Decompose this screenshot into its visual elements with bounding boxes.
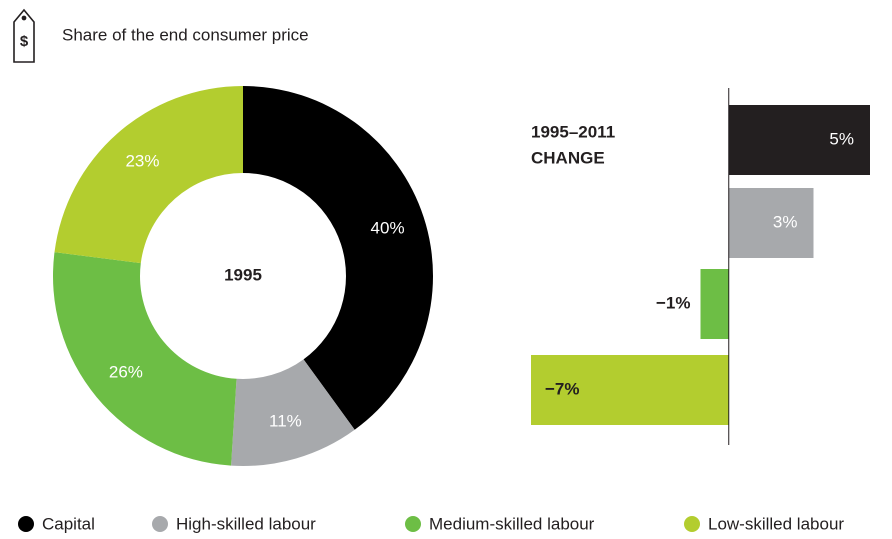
legend-swatch (684, 516, 700, 532)
legend-swatch (405, 516, 421, 532)
legend-label: High-skilled labour (176, 514, 316, 533)
slice-label: 26% (109, 362, 143, 381)
legend-swatch (152, 516, 168, 532)
slice-label: 11% (269, 411, 302, 430)
slice-label: 23% (125, 151, 159, 170)
bar-label: 3% (773, 212, 798, 231)
bar-chart-title: CHANGE (531, 148, 605, 167)
bar (728, 105, 870, 175)
bar-label: 5% (829, 129, 854, 148)
legend-label: Capital (42, 514, 95, 533)
donut-slice (54, 86, 244, 264)
slice-label: 40% (371, 219, 405, 238)
price-tag-icon (13, 8, 35, 63)
legend-label: Medium-skilled labour (429, 514, 595, 533)
donut-slice (231, 359, 355, 466)
donut-slice (243, 86, 433, 430)
dollar-sign: $ (20, 33, 29, 50)
legend-label: Low-skilled labour (708, 514, 844, 533)
bar-chart-title: 1995–2011 (531, 122, 615, 141)
bar (531, 355, 729, 425)
bar (728, 188, 814, 258)
donut-slice (53, 252, 237, 466)
bar-label: −1% (656, 293, 691, 312)
header-title: Share of the end consumer price (62, 25, 309, 44)
donut-center-label: 1995 (224, 265, 262, 284)
bar-label: −7% (545, 379, 580, 398)
bar (700, 269, 729, 339)
legend-swatch (18, 516, 34, 532)
